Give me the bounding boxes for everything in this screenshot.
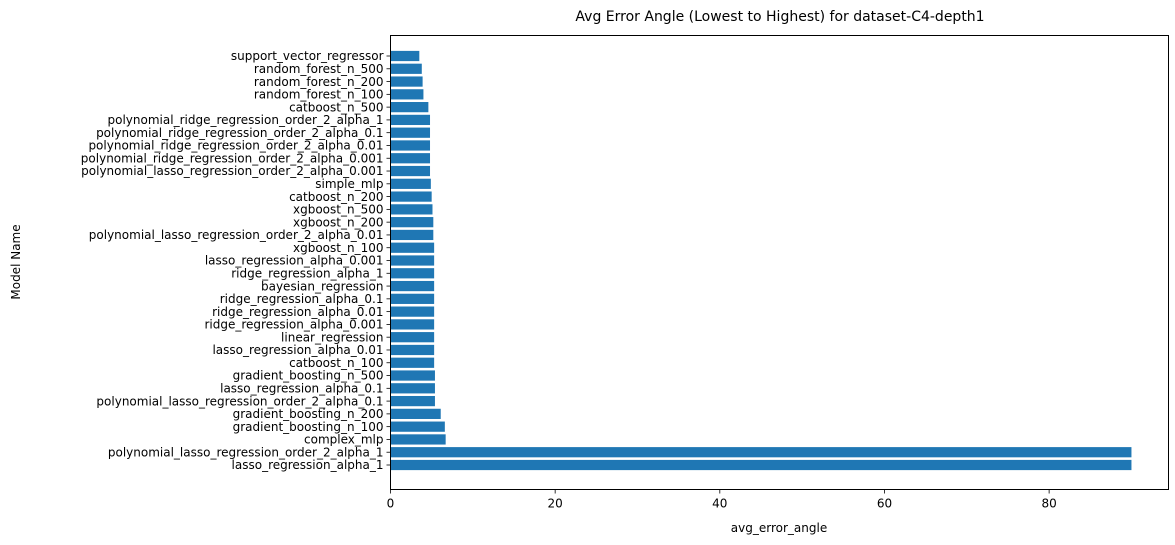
bar-ridge_regression_alpha_1	[390, 268, 435, 279]
bar-polynomial_lasso_regression_order_2_alpha_0.001	[390, 165, 431, 177]
bars-group	[390, 50, 1132, 471]
bar-gradient_boosting_n_200	[390, 408, 441, 419]
bar-random_forest_n_200	[390, 76, 423, 87]
y-tick-label: polynomial_lasso_regression_order_2_alph…	[81, 164, 383, 178]
bar-catboost_n_100	[390, 357, 435, 368]
x-tick-label: 0	[387, 497, 395, 511]
y-tick-label: ridge_regression_alpha_0.001	[204, 318, 383, 332]
y-tick-label: xgboost_n_200	[293, 215, 384, 229]
bar-lasso_regression_alpha_0.1	[390, 383, 435, 394]
y-axis-label: Model Name	[9, 224, 23, 299]
y-tick-label: lasso_regression_alpha_0.001	[205, 254, 384, 268]
x-tick-label: 60	[877, 497, 892, 511]
y-tick-label: gradient_boosting_n_100	[233, 420, 384, 434]
bar-polynomial_lasso_regression_order_2_alpha_0.01	[390, 229, 434, 241]
bar-catboost_n_500	[390, 102, 429, 113]
y-tick-label: complex_mlp	[304, 433, 384, 447]
bar-polynomial_lasso_regression_order_2_alpha_1	[390, 447, 1132, 458]
y-tick-label: polynomial_lasso_regression_order_2_alph…	[108, 445, 384, 459]
bar-lasso_regression_alpha_1	[390, 459, 1132, 471]
bar-gradient_boosting_n_100	[390, 421, 445, 432]
y-tick-label: random_forest_n_200	[254, 75, 384, 89]
y-tick-label: simple_mlp	[315, 177, 383, 191]
bar-polynomial_lasso_regression_order_2_alpha_0.1	[390, 395, 435, 407]
x-axis-ticks: 0 20 40 60 80	[387, 489, 1057, 511]
y-tick-label: ridge_regression_alpha_0.01	[212, 305, 383, 319]
y-tick-label: polynomial_ridge_regression_order_2_alph…	[108, 113, 384, 127]
y-tick-label: gradient_boosting_n_200	[233, 407, 384, 421]
y-tick-label: polynomial_lasso_regression_order_2_alph…	[89, 228, 384, 242]
bar-ridge_regression_alpha_0.1	[390, 293, 435, 304]
bar-random_forest_n_100	[390, 89, 424, 100]
bar-ridge_regression_alpha_0.001	[390, 319, 435, 330]
bar-random_forest_n_500	[390, 63, 422, 74]
x-axis-label: avg_error_angle	[731, 521, 827, 535]
y-tick-label: polynomial_ridge_regression_order_2_alph…	[88, 139, 383, 153]
bar-xgboost_n_100	[390, 242, 435, 253]
bar-polynomial_ridge_regression_order_2_alpha_0.01	[390, 140, 431, 151]
bar-gradient_boosting_n_500	[390, 370, 435, 381]
y-tick-label: lasso_regression_alpha_0.01	[212, 343, 383, 357]
bar-linear_regression	[390, 332, 435, 343]
bar-polynomial_ridge_regression_order_2_alpha_1	[390, 114, 431, 126]
y-tick-label: xgboost_n_100	[293, 241, 384, 255]
x-tick-label: 80	[1041, 497, 1056, 511]
bar-complex_mlp	[390, 434, 446, 445]
bar-lasso_regression_alpha_0.001	[390, 255, 435, 266]
bar-simple_mlp	[390, 178, 431, 189]
y-tick-label: catboost_n_500	[289, 100, 383, 114]
y-tick-label: polynomial_lasso_regression_order_2_alph…	[96, 394, 383, 408]
y-tick-label: gradient_boosting_n_500	[233, 369, 384, 383]
bar-xgboost_n_200	[390, 217, 434, 228]
bar-bayesian_regression	[390, 280, 435, 292]
y-tick-label: catboost_n_100	[289, 356, 383, 370]
plot-frame	[390, 35, 1169, 490]
y-tick-label: catboost_n_200	[289, 190, 383, 204]
bar-ridge_regression_alpha_0.01	[390, 306, 435, 317]
chart-title: Avg Error Angle (Lowest to Highest) for …	[575, 9, 984, 25]
y-tick-label: polynomial_ridge_regression_order_2_alph…	[96, 126, 383, 140]
y-tick-label: polynomial_ridge_regression_order_2_alph…	[81, 151, 384, 165]
x-tick-label: 40	[712, 497, 727, 511]
bar-polynomial_ridge_regression_order_2_alpha_0.001	[390, 153, 431, 164]
y-tick-label: lasso_regression_alpha_0.1	[220, 382, 383, 396]
y-tick-label: xgboost_n_500	[293, 203, 384, 217]
bar-support_vector_regressor	[390, 50, 420, 62]
y-tick-label: ridge_regression_alpha_1	[231, 266, 383, 280]
y-axis-ticks: support_vector_regressorrandom_forest_n_…	[81, 49, 391, 472]
bar-catboost_n_200	[390, 191, 432, 202]
bar-xgboost_n_500	[390, 204, 433, 215]
y-tick-label: lasso_regression_alpha_1	[232, 458, 384, 472]
y-tick-label: random_forest_n_500	[254, 62, 384, 76]
y-tick-label: linear_regression	[281, 330, 383, 344]
x-tick-label: 20	[548, 497, 563, 511]
y-tick-label: ridge_regression_alpha_0.1	[220, 292, 384, 306]
y-tick-label: support_vector_regressor	[231, 49, 384, 63]
y-tick-label: bayesian_regression	[261, 279, 384, 293]
bar-polynomial_ridge_regression_order_2_alpha_0.1	[390, 127, 431, 138]
y-tick-label: random_forest_n_100	[254, 88, 384, 102]
bar-lasso_regression_alpha_0.01	[390, 344, 435, 356]
